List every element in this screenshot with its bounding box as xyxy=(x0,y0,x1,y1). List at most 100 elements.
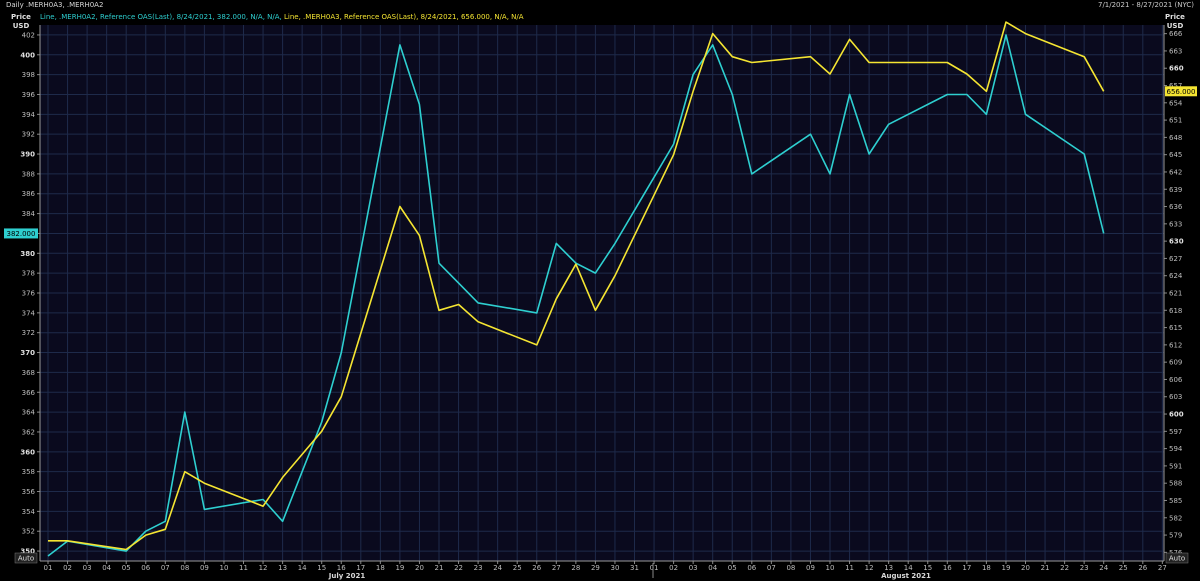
left-tick-label: 384 xyxy=(22,210,36,218)
right-tick-label: 618 xyxy=(1169,307,1182,315)
right-tick-label: 639 xyxy=(1169,186,1182,194)
right-tick-label: 666 xyxy=(1169,30,1183,38)
right-tick-label: 642 xyxy=(1169,168,1182,176)
series-line-merh0a3 xyxy=(48,21,1105,551)
right-tick-label: 582 xyxy=(1169,514,1182,522)
x-tick-label: 29 xyxy=(591,564,600,572)
x-tick-label: 13 xyxy=(278,564,287,572)
left-tick-label: 396 xyxy=(22,91,36,99)
left-tick-label: 392 xyxy=(22,131,35,139)
left-tick-label: 380 xyxy=(20,250,35,258)
x-tick-label: 03 xyxy=(689,564,698,572)
left-axis-title-usd: USD xyxy=(13,22,30,30)
x-tick-label: 26 xyxy=(1138,564,1147,572)
auto-right-label: Auto xyxy=(1169,555,1185,563)
right-tick-label: 627 xyxy=(1169,255,1182,263)
left-tick-label: 354 xyxy=(22,508,36,516)
last-value-tags: 382.000 656.000 xyxy=(4,86,1197,239)
series-lines xyxy=(47,21,1105,557)
right-axis-title-usd: USD xyxy=(1167,22,1184,30)
x-tick-label: 05 xyxy=(728,564,737,572)
x-tick-label: 14 xyxy=(298,564,307,572)
x-tick-label: 08 xyxy=(786,564,795,572)
last-value-tag-left-label: 382.000 xyxy=(7,230,36,238)
left-tick-label: 362 xyxy=(22,428,35,436)
legend: Line, .MERH0A2, Reference OAS(Last), 8/2… xyxy=(40,13,524,21)
x-tick-label: 03 xyxy=(83,564,92,572)
x-tick-label: 25 xyxy=(513,564,522,572)
x-tick-label: 06 xyxy=(747,564,756,572)
right-tick-label: 633 xyxy=(1169,220,1182,228)
x-tick-label: 02 xyxy=(63,564,72,572)
left-tick-label: 398 xyxy=(22,71,35,79)
x-tick-label: 18 xyxy=(376,564,385,572)
x-tick-label: 24 xyxy=(1099,564,1108,572)
x-tick-label: 12 xyxy=(865,564,874,572)
x-tick-label: 02 xyxy=(669,564,678,572)
left-tick-label: 372 xyxy=(22,329,35,337)
x-tick-label: 11 xyxy=(239,564,248,572)
right-tick-label: 657 xyxy=(1169,82,1182,90)
x-tick-label: 06 xyxy=(141,564,150,572)
right-tick-label: 624 xyxy=(1169,272,1183,280)
right-tick-label: 660 xyxy=(1169,65,1184,73)
left-tick-label: 394 xyxy=(22,111,36,119)
x-tick-label: 17 xyxy=(356,564,365,572)
right-tick-label: 654 xyxy=(1169,99,1183,107)
auto-left-button[interactable] xyxy=(14,552,38,564)
x-tick-label: 10 xyxy=(219,564,228,572)
left-tick-label: 374 xyxy=(22,309,36,317)
left-axis: 350 352 354 356 358 360 362 364 366 368 370 372 374 3… xyxy=(20,25,41,561)
right-tick-label: 651 xyxy=(1169,117,1182,125)
x-tick-label: 11 xyxy=(845,564,854,572)
x-tick-label: 05 xyxy=(122,564,131,572)
x-tick-label: 28 xyxy=(571,564,580,572)
right-tick-label: 594 xyxy=(1169,445,1183,453)
left-tick-label: 386 xyxy=(22,190,36,198)
right-axis: 5765795825855885915945976006036066096126… xyxy=(1163,25,1184,561)
left-tick-label: 358 xyxy=(22,468,35,476)
auto-right-button[interactable] xyxy=(1165,552,1189,564)
legend-series-2: Line, .MERH0A3, Reference OAS(Last), 8/2… xyxy=(284,13,524,21)
right-tick-label: 588 xyxy=(1169,480,1182,488)
x-tick-label: 20 xyxy=(1021,564,1030,572)
left-axis-title-price: Price xyxy=(11,13,31,21)
series-line-merh0a2 xyxy=(47,34,1105,557)
x-tick-label: 09 xyxy=(200,564,209,572)
grid xyxy=(40,25,1164,561)
x-tick-label: 12 xyxy=(259,564,268,572)
left-tick-label: 388 xyxy=(22,170,35,178)
left-tick-label: 364 xyxy=(22,409,36,417)
x-tick-label: 18 xyxy=(982,564,991,572)
last-value-tag-left xyxy=(4,228,38,239)
x-tick-label: 22 xyxy=(1060,564,1069,572)
date-range: 7/1/2021 - 8/27/2021 (NYC) xyxy=(1097,1,1194,9)
x-tick-label: 07 xyxy=(767,564,776,572)
right-tick-label: 591 xyxy=(1169,462,1182,470)
left-tick-label: 370 xyxy=(20,349,35,357)
right-axis-title-price: Price xyxy=(1165,13,1185,21)
legend-series-1: Line, .MERH0A2, Reference OAS(Last), 8/2… xyxy=(40,13,282,21)
last-value-tag-right-label: 656.000 xyxy=(1167,88,1196,96)
left-tick-label: 390 xyxy=(20,151,35,159)
month-label-august: August 2021 xyxy=(881,572,931,580)
x-tick-label: 01 xyxy=(650,564,659,572)
right-tick-label: 621 xyxy=(1169,290,1182,298)
last-value-tag-right xyxy=(1165,86,1197,97)
x-tick-label: 24 xyxy=(493,564,502,572)
left-tick-label: 360 xyxy=(20,448,35,456)
left-tick-label: 350 xyxy=(20,548,35,556)
x-tick-label: 25 xyxy=(1119,564,1128,572)
month-label-july: July 2021 xyxy=(328,572,366,580)
left-tick-label: 378 xyxy=(22,270,35,278)
x-tick-label: 01 xyxy=(44,564,53,572)
x-tick-label: 04 xyxy=(102,564,111,572)
right-tick-label: 597 xyxy=(1169,428,1182,436)
right-tick-label: 645 xyxy=(1169,151,1182,159)
x-tick-label: 23 xyxy=(1080,564,1089,572)
x-tick-label: 19 xyxy=(1001,564,1010,572)
left-tick-label: 402 xyxy=(22,31,35,39)
x-tick-label: 27 xyxy=(1158,564,1167,572)
x-tick-label: 21 xyxy=(435,564,444,572)
